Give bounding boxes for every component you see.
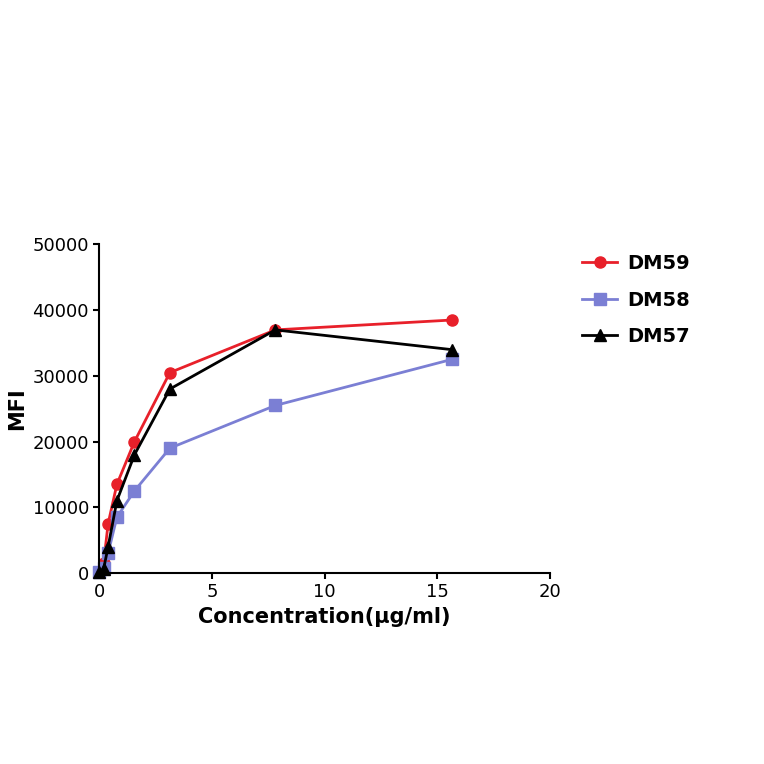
DM59: [165, 368, 174, 377]
X-axis label: Concentration(μg/ml): Concentration(μg/ml): [199, 607, 451, 627]
DM57: [165, 384, 174, 393]
DM58: [99, 564, 108, 573]
DM58: [270, 401, 280, 410]
DM58: [447, 354, 456, 364]
DM59: [95, 567, 104, 576]
DM59: [130, 437, 139, 446]
DM57: [99, 565, 108, 574]
DM57: [130, 450, 139, 459]
DM58: [112, 513, 121, 522]
DM57: [95, 568, 104, 577]
DM59: [270, 325, 280, 335]
Y-axis label: MFI: MFI: [7, 387, 27, 430]
DM57: [112, 496, 121, 505]
DM58: [95, 568, 104, 577]
DM57: [104, 542, 113, 552]
DM57: [270, 325, 280, 335]
DM57: [447, 345, 456, 354]
Legend: DM59, DM58, DM57: DM59, DM58, DM57: [582, 254, 690, 346]
DM58: [130, 486, 139, 495]
DM58: [104, 549, 113, 558]
DM59: [104, 520, 113, 529]
Line: DM59: DM59: [94, 315, 457, 578]
DM59: [99, 558, 108, 568]
DM59: [447, 316, 456, 325]
DM59: [112, 480, 121, 489]
Line: DM57: DM57: [94, 325, 457, 578]
DM58: [165, 444, 174, 453]
Line: DM58: DM58: [94, 354, 457, 578]
